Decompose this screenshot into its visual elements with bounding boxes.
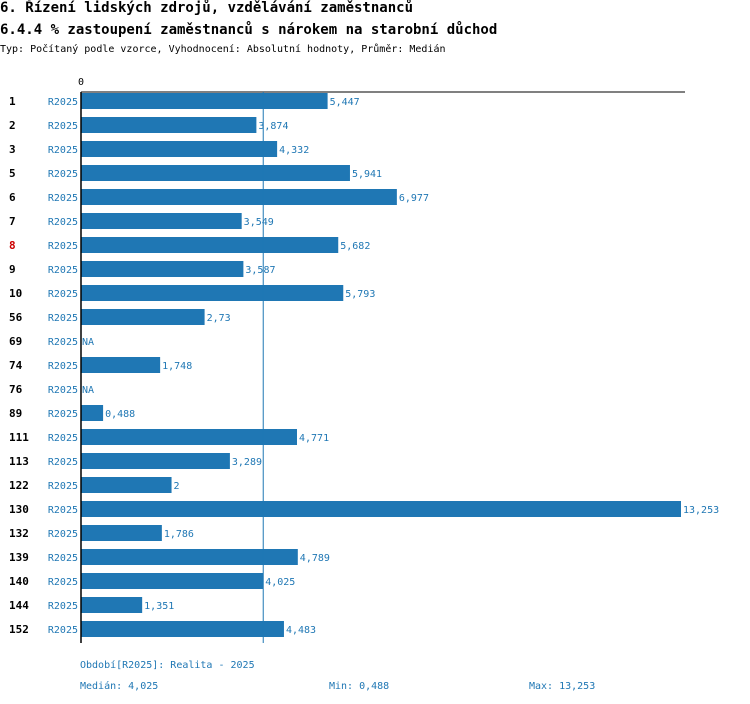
series-label: R2025 <box>48 385 78 396</box>
max-stat: Max: 13,253 <box>529 681 596 692</box>
category-label: 140 <box>9 575 29 588</box>
chart-type-info: Typ: Počítaný podle vzorce, Vyhodnocení:… <box>0 44 446 55</box>
data-label: 13,253 <box>683 505 719 516</box>
series-label: R2025 <box>48 193 78 204</box>
bar <box>81 597 143 613</box>
category-label: 152 <box>9 623 29 636</box>
series-label: R2025 <box>48 529 78 540</box>
series-label: R2025 <box>48 361 78 372</box>
data-label: 5,941 <box>352 169 382 180</box>
min-stat: Min: 0,488 <box>329 681 390 692</box>
bar <box>81 309 205 325</box>
category-label: 2 <box>9 119 16 132</box>
series-label: R2025 <box>48 433 78 444</box>
series-label: R2025 <box>48 457 78 468</box>
bar <box>81 477 172 493</box>
data-label: NA <box>82 337 94 348</box>
category-label: 122 <box>9 479 29 492</box>
median-stat: Medián: 4,025 <box>80 681 159 692</box>
series-label: R2025 <box>48 337 78 348</box>
bar <box>81 285 344 301</box>
bar <box>81 405 104 421</box>
category-label: 111 <box>9 431 29 444</box>
category-label: 9 <box>9 263 16 276</box>
series-label: R2025 <box>48 625 78 636</box>
bar <box>81 525 162 541</box>
bar <box>81 165 350 181</box>
bar <box>81 117 257 133</box>
data-label: 1,786 <box>164 529 194 540</box>
category-label: 89 <box>9 407 22 420</box>
data-label: 4,771 <box>299 433 329 444</box>
bar <box>81 141 278 157</box>
data-label: 4,789 <box>300 553 330 564</box>
series-label: R2025 <box>48 553 78 564</box>
data-label: 0,488 <box>105 409 135 420</box>
series-label: R2025 <box>48 481 78 492</box>
period-legend: Období[R2025]: Realita - 2025 <box>80 660 255 671</box>
bar <box>81 213 242 229</box>
series-label: R2025 <box>48 289 78 300</box>
data-label: 6,977 <box>399 193 429 204</box>
series-label: R2025 <box>48 241 78 252</box>
category-label: 7 <box>9 215 16 228</box>
data-label: 3,549 <box>244 217 274 228</box>
bar <box>81 501 681 517</box>
category-label: 56 <box>9 311 23 324</box>
series-label: R2025 <box>48 577 78 588</box>
category-label: 8 <box>9 239 16 252</box>
bar <box>81 357 161 373</box>
category-label: 113 <box>9 455 29 468</box>
data-label: 5,682 <box>340 241 370 252</box>
bar <box>81 453 230 469</box>
bar <box>81 549 298 565</box>
bar <box>81 429 297 445</box>
data-label: 1,351 <box>144 601 174 612</box>
series-label: R2025 <box>48 145 78 156</box>
data-label: 5,447 <box>330 97 360 108</box>
category-label: 10 <box>9 287 22 300</box>
bar <box>81 237 339 253</box>
bar <box>81 93 328 109</box>
series-label: R2025 <box>48 121 78 132</box>
bar <box>81 261 244 277</box>
data-label: 2 <box>174 481 180 492</box>
data-label: 1,748 <box>162 361 192 372</box>
data-label: 3,587 <box>245 265 275 276</box>
category-label: 139 <box>9 551 29 564</box>
series-label: R2025 <box>48 217 78 228</box>
bar <box>81 621 284 637</box>
series-label: R2025 <box>48 169 78 180</box>
bar <box>81 573 264 589</box>
series-label: R2025 <box>48 409 78 420</box>
series-label: R2025 <box>48 505 78 516</box>
category-label: 132 <box>9 527 29 540</box>
data-label: 3,289 <box>232 457 262 468</box>
category-label: 130 <box>9 503 29 516</box>
category-label: 1 <box>9 95 16 108</box>
series-label: R2025 <box>48 97 78 108</box>
category-label: 74 <box>9 359 23 372</box>
series-label: R2025 <box>48 601 78 612</box>
data-label: 4,483 <box>286 625 316 636</box>
data-label: 2,73 <box>207 313 231 324</box>
category-label: 144 <box>9 599 29 612</box>
chart-title: 6.4.4 % zastoupení zaměstnanců s nárokem… <box>0 22 498 38</box>
data-label: 3,874 <box>258 121 288 132</box>
category-label: 5 <box>9 167 16 180</box>
category-label: 76 <box>9 383 23 396</box>
axis-zero-label: 0 <box>78 77 84 88</box>
data-label: NA <box>82 385 94 396</box>
data-label: 5,793 <box>345 289 375 300</box>
series-label: R2025 <box>48 265 78 276</box>
bar <box>81 189 397 205</box>
series-label: R2025 <box>48 313 78 324</box>
data-label: 4,332 <box>279 145 309 156</box>
category-label: 69 <box>9 335 22 348</box>
category-label: 6 <box>9 191 16 204</box>
category-label: 3 <box>9 143 16 156</box>
data-label: 4,025 <box>265 577 295 588</box>
chart-section-title: 6. Řízení lidských zdrojů, vzdělávání za… <box>0 0 414 16</box>
